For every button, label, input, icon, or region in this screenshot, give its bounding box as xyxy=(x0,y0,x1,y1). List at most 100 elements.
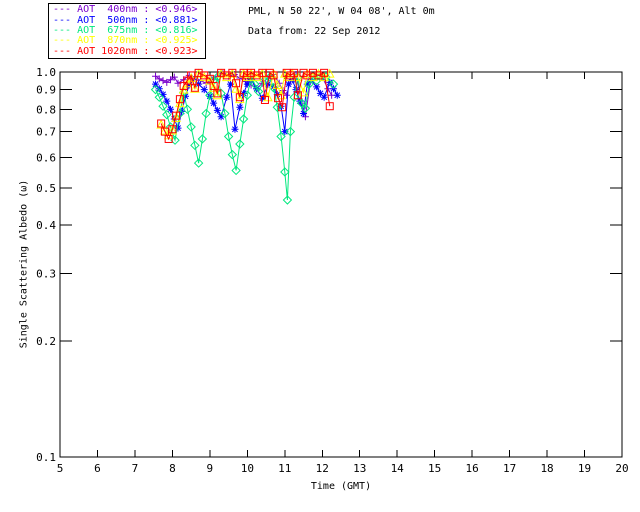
square-marker xyxy=(175,95,184,104)
asterisk-marker xyxy=(231,125,239,133)
square-marker xyxy=(164,134,173,143)
y-tick-label: 0.1 xyxy=(36,451,56,464)
asterisk-marker xyxy=(277,102,285,110)
asterisk-marker xyxy=(313,83,321,91)
square-marker xyxy=(172,111,181,120)
legend-entry-aot-400nm: --- AOT 400nm : <0.946> xyxy=(53,5,203,15)
diamond-marker xyxy=(265,72,275,82)
square-marker xyxy=(269,71,278,80)
x-tick-label: 20 xyxy=(615,462,628,475)
y-axis-label: Single Scattering Albedo (ω) xyxy=(18,179,30,349)
x-tick-label: 8 xyxy=(169,462,176,475)
square-marker xyxy=(247,68,256,77)
diamond-marker xyxy=(289,92,299,102)
legend-label: AOT 675nm : <0.816> xyxy=(77,24,198,36)
legend-line-sample: --- xyxy=(53,4,78,16)
square-marker xyxy=(190,83,199,92)
asterisk-marker xyxy=(226,80,234,88)
plus-marker xyxy=(167,76,175,84)
legend-line-sample: --- xyxy=(53,24,78,36)
diamond-marker xyxy=(272,102,283,112)
diamond-marker xyxy=(282,195,293,205)
x-tick-label: 19 xyxy=(578,462,591,475)
x-tick-label: 17 xyxy=(503,462,516,475)
y-tick-label: 0.9 xyxy=(36,84,56,97)
diamond-marker xyxy=(190,140,200,151)
legend-entry-aot-500nm: --- AOT 500nm : <0.881> xyxy=(53,15,203,26)
asterisk-marker xyxy=(320,93,328,101)
asterisk-marker xyxy=(159,90,167,98)
diamond-marker xyxy=(212,72,223,82)
square-marker xyxy=(325,102,334,111)
y-tick-label: 0.5 xyxy=(36,182,56,195)
asterisk-marker xyxy=(213,106,221,114)
diamond-marker xyxy=(259,75,269,86)
diamond-marker xyxy=(182,104,193,115)
plus-marker xyxy=(152,72,160,80)
square-marker xyxy=(308,68,317,77)
legend-entry-aot-870nm: --- AOT 870nm : <0.925> xyxy=(53,36,203,46)
square-marker xyxy=(290,68,299,77)
diamond-marker xyxy=(276,131,286,142)
asterisk-marker xyxy=(236,103,244,111)
series-line-aot-500nm xyxy=(155,78,338,132)
diamond-marker xyxy=(220,108,230,119)
triangle-marker xyxy=(235,94,245,104)
legend-entry-aot-1020nm: --- AOT 1020nm : <0.923> xyxy=(53,45,203,57)
diamond-marker xyxy=(242,90,253,100)
square-marker xyxy=(274,94,283,103)
asterisk-marker xyxy=(189,76,197,84)
diamond-marker xyxy=(186,122,196,132)
triangle-marker xyxy=(160,125,170,135)
x-tick-label: 5 xyxy=(57,462,64,475)
square-marker xyxy=(320,68,329,77)
square-marker xyxy=(157,119,166,128)
x-tick-label: 13 xyxy=(353,462,366,475)
y-tick-label: 0.8 xyxy=(36,103,56,116)
y-tick-label: 0.6 xyxy=(36,151,56,164)
diamond-marker xyxy=(328,79,339,89)
asterisk-marker xyxy=(300,110,308,118)
diamond-marker xyxy=(205,90,215,100)
x-tick-label: 12 xyxy=(316,462,329,475)
diamond-marker xyxy=(227,149,238,160)
square-marker xyxy=(260,95,269,104)
square-marker xyxy=(222,71,231,80)
diamond-marker xyxy=(238,114,249,124)
plus-marker xyxy=(283,91,291,99)
triangle-marker xyxy=(212,90,223,100)
diamond-marker xyxy=(304,79,314,89)
y-tick-label: 0.3 xyxy=(36,267,56,280)
diamond-marker xyxy=(150,84,161,95)
diamond-marker xyxy=(154,92,164,102)
legend-line-sample: --- xyxy=(53,45,78,57)
x-tick-label: 7 xyxy=(132,462,139,475)
asterisk-marker xyxy=(217,113,225,121)
x-tick-label: 15 xyxy=(428,462,441,475)
legend-label: AOT 1020nm : <0.923> xyxy=(77,45,198,57)
chart-title: PML, N 50 22', W 04 08', Alt 0m xyxy=(248,6,435,17)
x-tick-label: 9 xyxy=(207,462,214,475)
plus-marker xyxy=(155,75,163,83)
square-marker xyxy=(252,71,261,80)
asterisk-marker xyxy=(303,80,311,88)
diamond-marker xyxy=(300,103,311,113)
square-marker xyxy=(217,68,226,77)
legend-entry-aot-675nm: --- AOT 675nm : <0.816> xyxy=(53,24,203,36)
square-marker xyxy=(194,68,203,77)
diamond-marker xyxy=(158,101,168,111)
y-tick-label: 0.2 xyxy=(36,335,56,348)
x-tick-label: 10 xyxy=(241,462,254,475)
asterisk-marker xyxy=(243,80,251,88)
square-marker xyxy=(235,93,244,102)
asterisk-marker xyxy=(258,94,266,102)
asterisk-marker xyxy=(223,93,231,101)
diamond-marker xyxy=(162,109,172,120)
y-tick-label: 0.7 xyxy=(36,126,56,139)
square-marker xyxy=(303,71,312,80)
asterisk-marker xyxy=(210,99,218,107)
x-axis-label: Time (GMT) xyxy=(310,481,372,492)
square-marker xyxy=(168,125,177,134)
